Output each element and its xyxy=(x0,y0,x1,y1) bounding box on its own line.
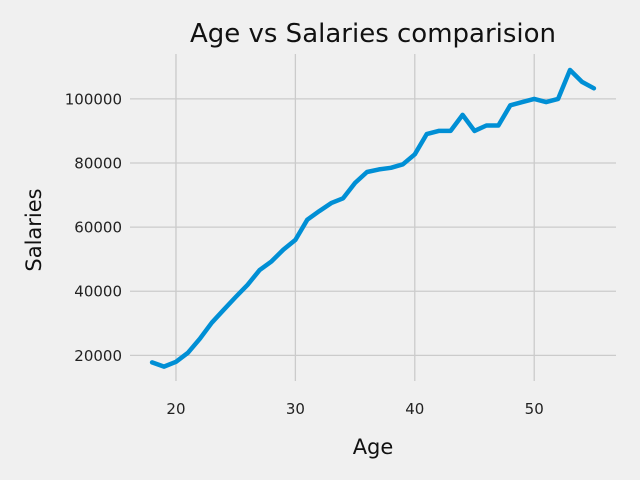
series-layer xyxy=(149,67,597,369)
y-axis-ticks: 20000 40000 60000 80000 100000 xyxy=(65,90,122,364)
x-tick-label: 30 xyxy=(286,400,305,418)
y-tick-label: 40000 xyxy=(74,283,122,301)
x-axis-title: Age xyxy=(353,435,394,459)
x-axis-ticks: 20 30 40 50 xyxy=(166,400,543,418)
x-tick-label: 40 xyxy=(405,400,424,418)
x-tick-label: 20 xyxy=(166,400,185,418)
y-tick-label: 60000 xyxy=(74,219,122,237)
chart-title: Age vs Salaries comparision xyxy=(190,19,556,49)
x-tick-label: 50 xyxy=(525,400,544,418)
salary-series-line xyxy=(149,67,597,369)
y-tick-label: 80000 xyxy=(74,155,122,173)
y-tick-label: 20000 xyxy=(74,347,122,365)
y-tick-label: 100000 xyxy=(65,90,122,108)
y-axis-title: Salaries xyxy=(22,188,46,271)
